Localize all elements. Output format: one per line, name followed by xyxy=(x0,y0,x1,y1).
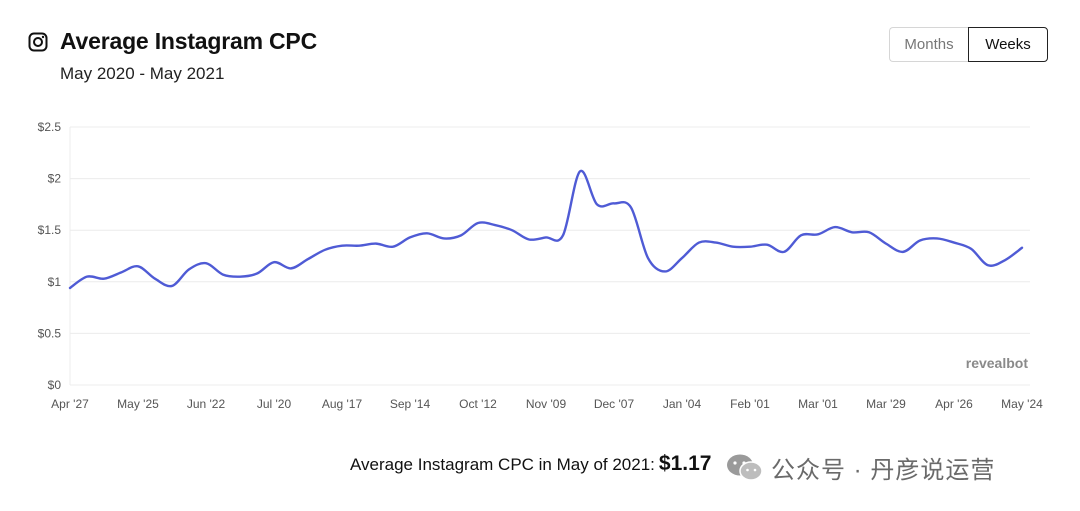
months-button[interactable]: Months xyxy=(889,27,968,62)
wechat-icon xyxy=(727,454,763,481)
watermark-text: 公众号 · 丹彦说运营 xyxy=(771,457,996,484)
y-tick-label: $1.5 xyxy=(38,223,62,237)
instagram-icon xyxy=(28,32,48,51)
weeks-button[interactable]: Weeks xyxy=(968,27,1048,62)
x-tick-label: Oct '12 xyxy=(459,397,497,411)
page-title: Average Instagram CPC xyxy=(60,28,317,54)
y-tick-label: $0 xyxy=(48,378,62,392)
x-tick-label: Mar '29 xyxy=(866,397,906,411)
wechat-watermark: 公众号 · 丹彦说运营 xyxy=(725,450,995,485)
title-row: Average Instagram CPC xyxy=(28,28,317,55)
x-tick-label: Apr '26 xyxy=(935,397,973,411)
x-axis-labels: Apr '27 May '25 Jun '22 Jul '20 Aug '17 Sep '… xyxy=(51,397,1043,411)
x-tick-label: Sep '14 xyxy=(390,397,431,411)
y-axis-labels: $0 $0.5 $1 $1.5 $2 $2.5 xyxy=(38,120,62,392)
series-line-cpc xyxy=(68,169,1024,290)
x-tick-label: Nov '09 xyxy=(526,397,567,411)
x-tick-label: Apr '27 xyxy=(51,397,89,411)
y-tick-label: $0.5 xyxy=(38,326,62,340)
y-tick-label: $2.5 xyxy=(38,120,62,134)
x-tick-label: Jan '04 xyxy=(663,397,702,411)
x-tick-label: Jul '20 xyxy=(257,397,292,411)
cpc-line-chart: $0 $0.5 $1 $1.5 $2 $2.5 Apr '27 May '25 Jun '22… xyxy=(38,120,1044,411)
date-range-subtitle: May 2020 - May 2021 xyxy=(60,64,225,83)
chart-grid xyxy=(69,126,1030,386)
x-tick-label: Jun '22 xyxy=(187,397,226,411)
y-tick-label: $2 xyxy=(48,172,62,186)
summary-value: $1.17 xyxy=(658,452,712,475)
x-tick-label: Dec '07 xyxy=(594,397,635,411)
y-tick-label: $1 xyxy=(48,275,62,289)
summary-text: Average Instagram CPC in May of 2021: xyxy=(350,455,655,474)
chart-header: Average Instagram CPC xyxy=(28,28,317,55)
x-tick-label: Mar '01 xyxy=(798,397,838,411)
x-tick-label: May '25 xyxy=(117,397,159,411)
summary-footer: Average Instagram CPC in May of 2021: $1.… xyxy=(350,452,711,476)
x-tick-label: May '24 xyxy=(1001,397,1043,411)
period-toggle: Months Weeks xyxy=(889,27,1048,62)
x-tick-label: Feb '01 xyxy=(730,397,770,411)
x-tick-label: Aug '17 xyxy=(322,397,363,411)
revealbot-brand-label: revealbot xyxy=(966,355,1029,371)
